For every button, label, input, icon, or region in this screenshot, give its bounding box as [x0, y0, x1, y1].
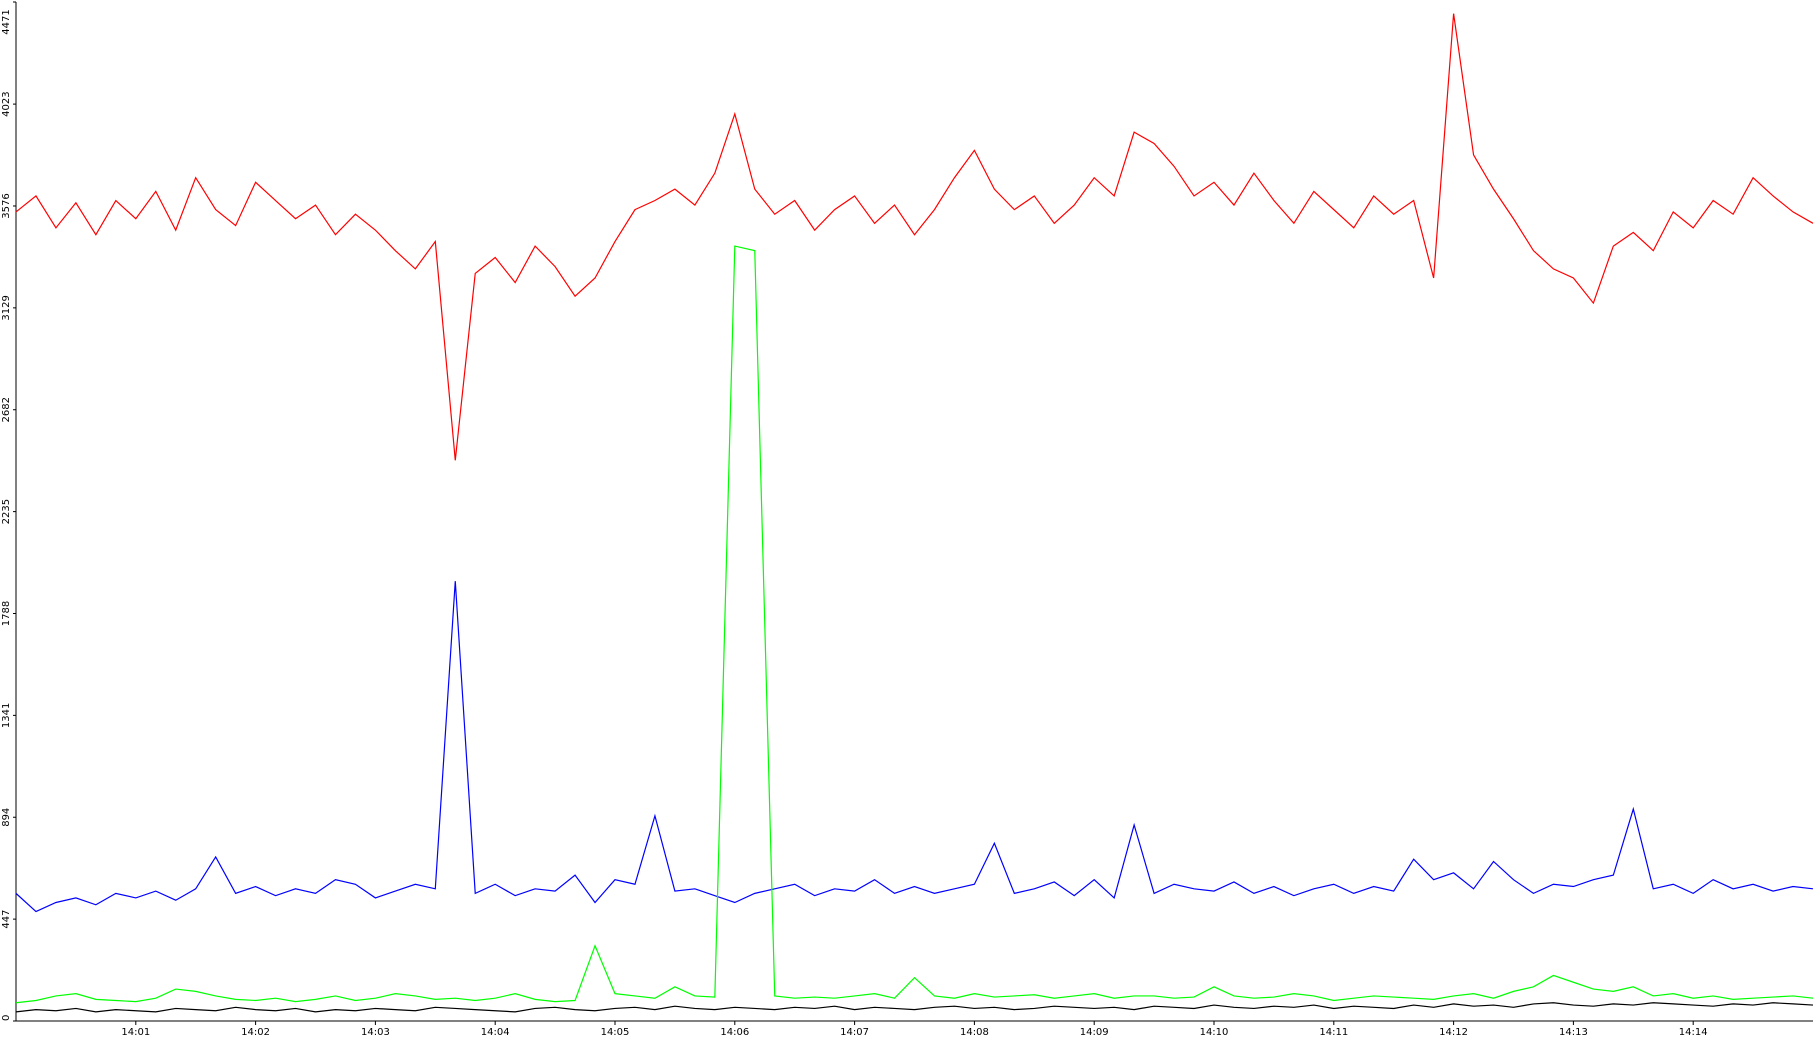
series-line	[15, 245, 1814, 1004]
y-tick-label: 0	[1, 1015, 12, 1021]
x-tick-label: 14:07	[840, 1027, 869, 1038]
x-tick-label: 14:02	[241, 1027, 270, 1038]
x-tick-label: 14:13	[1559, 1027, 1588, 1038]
x-tick-label: 14:09	[1080, 1027, 1109, 1038]
y-tick-label: 1788	[1, 601, 12, 626]
x-tick-label: 14:11	[1319, 1027, 1348, 1038]
x-tick-label: 14:05	[601, 1027, 630, 1038]
series-line	[15, 581, 1814, 913]
y-tick-label: 2682	[1, 397, 12, 422]
x-tick-label: 14:14	[1679, 1027, 1708, 1038]
x-tick-label: 14:06	[720, 1027, 749, 1038]
x-tick-label: 14:08	[960, 1027, 989, 1038]
x-tick-label: 14:03	[361, 1027, 390, 1038]
x-tick-label: 14:01	[121, 1027, 150, 1038]
y-tick-label: 1341	[1, 703, 12, 728]
y-tick-label: 4471	[1, 9, 12, 34]
series-line	[15, 1002, 1814, 1013]
y-tick-label: 894	[1, 808, 12, 827]
y-tick-label: 4023	[1, 91, 12, 116]
x-tick-label: 14:12	[1439, 1027, 1468, 1038]
x-tick-label: 14:04	[481, 1027, 510, 1038]
y-tick-label: 447	[1, 910, 12, 929]
y-tick-label: 2235	[1, 499, 12, 524]
y-tick-label: 3576	[1, 193, 12, 218]
y-tick-label: 3129	[1, 295, 12, 320]
series-line	[15, 13, 1814, 461]
x-tick-label: 14:10	[1200, 1027, 1229, 1038]
